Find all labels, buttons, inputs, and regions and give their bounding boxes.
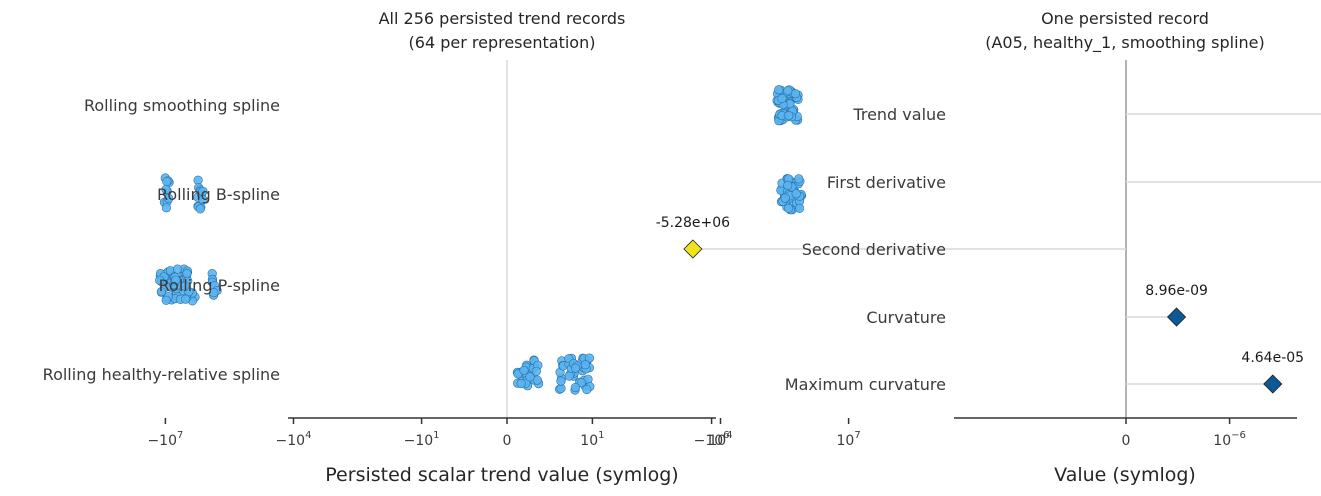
data-point [576, 378, 587, 388]
data-marker [1166, 307, 1187, 327]
left-category-label: Rolling P-spline [159, 276, 280, 295]
right-data-labels: 3.8e+058.38e+04-5.28e+068.96e-094.64e-05 [656, 215, 1304, 366]
data-point [161, 295, 171, 305]
data-point [180, 294, 191, 304]
left-tick-label: −104 [276, 430, 312, 449]
data-point [198, 186, 208, 196]
right-markers [683, 239, 1283, 394]
right-chart-title: One persisted record [1041, 9, 1209, 28]
left-chart-title: All 256 persisted trend records [379, 9, 626, 28]
data-point [556, 376, 566, 386]
data-point [156, 287, 166, 297]
data-point [525, 372, 535, 382]
data-point [774, 85, 784, 95]
data-point [580, 360, 590, 370]
right-tick-label: −106 [694, 430, 730, 449]
data-point [777, 93, 787, 104]
right-stems [692, 113, 1321, 385]
left-tick-label: 0 [503, 433, 512, 449]
data-point [161, 184, 171, 195]
data-point [531, 366, 542, 376]
left-tick-label: −107 [147, 430, 183, 449]
left-x-axis-label: Persisted scalar trend value (symlog) [325, 464, 678, 486]
right-category-label: Maximum curvature [785, 375, 946, 394]
data-point [180, 281, 190, 291]
data-point [519, 365, 529, 376]
left-category-label: Rolling healthy-relative spline [43, 365, 280, 384]
data-point [784, 110, 794, 121]
data-point [570, 363, 581, 373]
left-panel: All 256 persisted trend records (64 per … [43, 9, 861, 486]
left-points [155, 85, 807, 395]
data-point [582, 384, 592, 395]
data-marker [683, 239, 703, 259]
data-point [791, 189, 801, 199]
data-point [195, 204, 205, 214]
right-panel: One persisted record (A05, healthy_1, sm… [656, 9, 1321, 486]
data-point [182, 269, 192, 279]
data-point [780, 193, 790, 203]
data-point [164, 193, 174, 204]
data-point [155, 275, 165, 285]
left-category-label: Rolling smoothing spline [84, 96, 280, 115]
data-point [564, 371, 574, 381]
data-point [794, 203, 805, 213]
left-category-labels: Rolling smoothing spline Rolling B-spline… [43, 96, 280, 384]
left-category-label: Rolling B-spline [157, 185, 280, 204]
left-tick-label: 101 [580, 430, 604, 449]
right-x-axis-label: Value (symlog) [1054, 464, 1196, 486]
right-category-label: Trend value [852, 105, 946, 124]
data-point [794, 174, 804, 184]
data-marker [1263, 374, 1283, 394]
data-point [584, 353, 595, 363]
data-point [783, 180, 793, 190]
left-tick-label: 104 [708, 430, 732, 449]
right-category-labels: Trend value First derivative Second deriva… [785, 105, 946, 394]
data-point [570, 382, 581, 393]
data-point [161, 203, 171, 213]
left-chart-subtitle: (64 per representation) [409, 33, 596, 52]
data-point [171, 275, 181, 285]
right-category-label: Second derivative [802, 240, 946, 259]
right-chart-subtitle: (A05, healthy_1, smoothing spline) [985, 33, 1265, 53]
left-tick-label: 107 [836, 430, 860, 449]
data-point [783, 86, 793, 96]
data-point [516, 378, 526, 389]
right-category-label: Curvature [866, 308, 946, 327]
data-point [790, 89, 801, 99]
right-tick-label: 0 [1122, 433, 1131, 449]
left-tick-label: −101 [404, 430, 440, 449]
right-category-label: First derivative [827, 173, 946, 192]
data-point [209, 288, 219, 298]
data-label: 4.64e-05 [1241, 350, 1304, 366]
data-point [172, 264, 183, 274]
left-x-ticks: −107 −104 −101 0 101 104 107 [147, 418, 861, 449]
right-tick-label: 10−6 [1213, 430, 1246, 449]
data-label: 8.96e-09 [1145, 283, 1208, 299]
data-label: -5.28e+06 [656, 215, 730, 231]
data-point [783, 203, 794, 213]
